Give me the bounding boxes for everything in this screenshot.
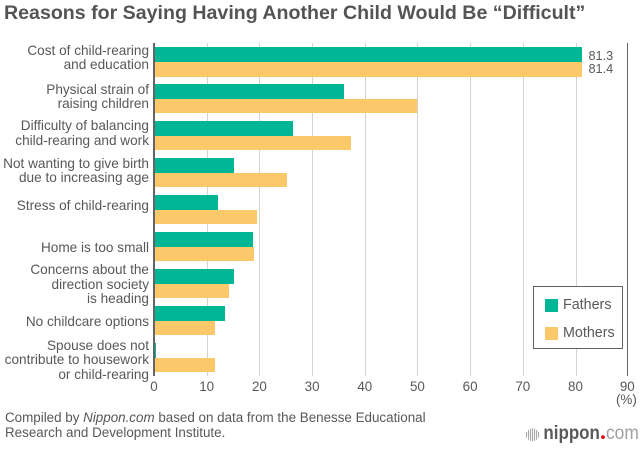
svg-text:com: com [606,424,639,444]
svg-text:nippon: nippon [543,424,600,444]
